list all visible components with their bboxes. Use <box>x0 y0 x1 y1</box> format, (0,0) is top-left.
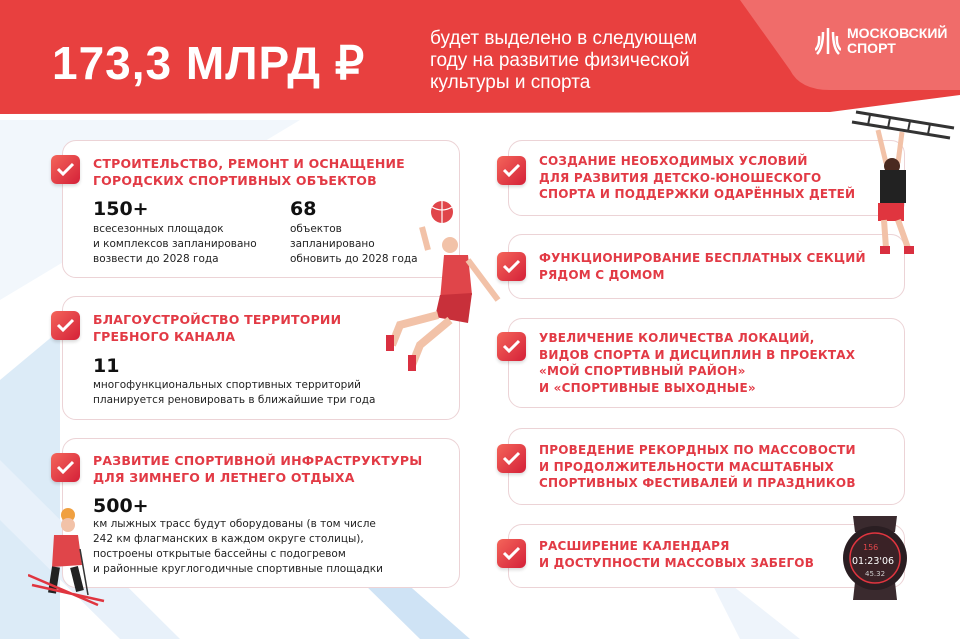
card-title: УВЕЛИЧЕНИЕ КОЛИЧЕСТВА ЛОКАЦИЙ, ВИДОВ СПОР… <box>539 331 856 395</box>
card-title: ФУНКЦИОНИРОВАНИЕ БЕСПЛАТНЫХ СЕКЦИЙ РЯДОМ … <box>539 251 866 282</box>
hanging-athlete-illustration <box>851 110 955 254</box>
stat-value: 68 <box>290 198 317 220</box>
card-title: РАЗВИТИЕ СПОРТИВНОЙ ИНФРАСТРУКТУРЫ ДЛЯ ЗИ… <box>93 453 423 485</box>
card-title: БЛАГОУСТРОЙСТВО ТЕРРИТОРИИ ГРЕБНОГО КАНАЛ… <box>93 312 342 344</box>
card-rowing-canal <box>62 296 460 420</box>
card-construction <box>62 140 460 278</box>
checkbox-icon <box>51 155 80 184</box>
checkbox-icon <box>497 444 526 473</box>
checkbox-icon <box>497 332 526 361</box>
stat-description: объектов запланировано обновить до 2028 го… <box>290 223 418 265</box>
logo-emblem-icon <box>815 28 841 55</box>
card-title: СТРОИТЕЛЬСТВО, РЕМОНТ И ОСНАЩЕНИЕ ГОРОДСК… <box>93 156 405 188</box>
card-title: ПРОВЕДЕНИЕ РЕКОРДНЫХ ПО МАССОВОСТИ И ПРОД… <box>539 443 856 490</box>
sport-watch-illustration: 156 01:23'06 45.32 <box>843 516 907 600</box>
checkbox-icon <box>51 311 80 340</box>
watch-distance: 45.32 <box>865 570 885 578</box>
basketball-player-illustration <box>386 201 501 371</box>
checkbox-icon <box>51 453 80 482</box>
stat-value: 500+ <box>93 495 149 517</box>
budget-subtitle: будет выделено в следующем году на разви… <box>430 28 750 94</box>
card-locations <box>508 318 905 408</box>
stat-value: 11 <box>93 355 120 377</box>
subtitle-line: будет выделено в следующем <box>430 28 698 49</box>
budget-amount: 173,3 МЛРД ₽ <box>52 37 366 89</box>
watch-time: 01:23'06 <box>852 556 894 567</box>
subtitle-line: году на развитие физической <box>430 50 690 71</box>
card-festivals <box>508 428 905 505</box>
card-title: РАСШИРЕНИЕ КАЛЕНДАРЯ И ДОСТУПНОСТИ МАССОВ… <box>539 539 815 570</box>
stat-description: многофункциональных спортивных территори… <box>93 379 376 406</box>
subtitle-line: культуры и спорта <box>430 72 591 93</box>
stat-value: 150+ <box>93 198 149 220</box>
stat-description: км лыжных трасс будут оборудованы (в том… <box>93 518 383 575</box>
header-background <box>0 0 960 114</box>
card-youth-sport <box>508 140 905 216</box>
header-banner: 173,3 МЛРД ₽ будет выделено в следующем … <box>0 0 960 120</box>
stat-description: всесезонных площадок и комплексов заплани… <box>93 223 257 265</box>
moskovsky-sport-logo: МОСКОВСКИЙ СПОРТ <box>815 26 947 56</box>
checkbox-icon <box>497 539 526 568</box>
checkbox-icon <box>497 252 526 281</box>
watch-heart-rate: 156 <box>863 543 878 552</box>
checkbox-icon <box>497 156 526 185</box>
skier-illustration <box>28 508 105 607</box>
card-winter-summer <box>62 438 460 588</box>
card-title: СОЗДАНИЕ НЕОБХОДИМЫХ УСЛОВИЙ ДЛЯ РАЗВИТИЯ… <box>539 154 856 201</box>
card-free-sections <box>508 234 905 299</box>
